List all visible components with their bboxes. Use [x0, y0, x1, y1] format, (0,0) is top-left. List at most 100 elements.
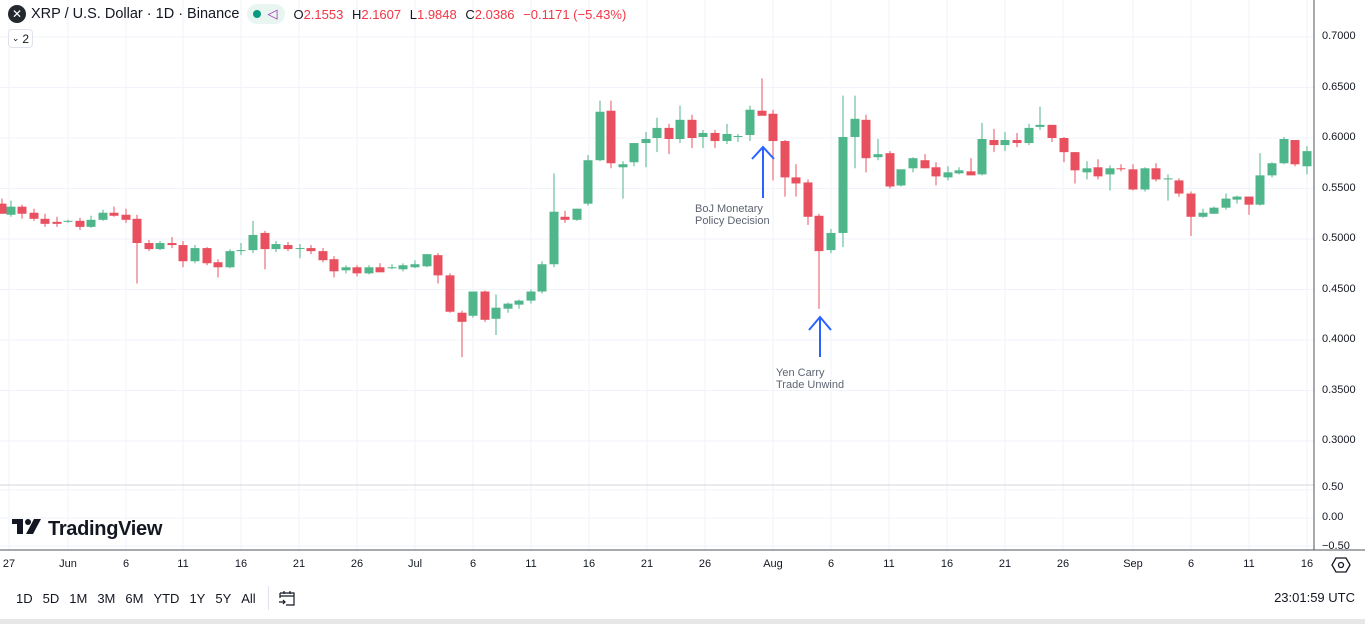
- time-tick-label: 26: [350, 558, 364, 570]
- candle: [1209, 207, 1219, 214]
- candle: [1221, 198, 1231, 208]
- candle: [549, 211, 559, 265]
- candle: [6, 206, 16, 215]
- time-tick-label: Jul: [407, 558, 423, 570]
- candle: [606, 110, 616, 164]
- share-icon[interactable]: ◁: [267, 6, 278, 21]
- candle: [457, 312, 467, 322]
- time-tick-label: 16: [940, 558, 954, 570]
- candle: [943, 172, 953, 178]
- time-tick-label: 6: [827, 558, 835, 570]
- symbol-legend: ✕ XRP / U.S. Dollar · 1D · Binance ◁ O2.…: [8, 4, 626, 24]
- candle: [931, 167, 941, 177]
- candle: [641, 139, 651, 144]
- candle: [178, 245, 188, 262]
- candle: [352, 267, 362, 274]
- candle: [236, 250, 246, 252]
- candle: [1000, 140, 1010, 146]
- candle: [618, 164, 628, 168]
- time-tick-label: 16: [582, 558, 596, 570]
- candle: [86, 219, 96, 227]
- candle: [144, 243, 154, 250]
- utc-clock[interactable]: 23:01:59 UTC: [1274, 590, 1355, 605]
- candle: [664, 127, 674, 140]
- candle: [514, 300, 524, 305]
- chart-canvas[interactable]: [0, 0, 1365, 577]
- candle: [410, 264, 420, 268]
- symbol-title[interactable]: XRP / U.S. Dollar · 1D · Binance: [31, 6, 240, 22]
- candle: [271, 244, 281, 250]
- boj-annotation-label[interactable]: BoJ Monetary Policy Decision: [695, 203, 770, 227]
- candle: [306, 248, 316, 252]
- candle: [1105, 168, 1115, 175]
- candle: [225, 251, 235, 268]
- range-ytd-button[interactable]: YTD: [153, 590, 180, 606]
- candle: [572, 208, 582, 220]
- range-3m-button[interactable]: 3M: [97, 590, 116, 606]
- candle: [791, 177, 801, 184]
- candle: [398, 265, 408, 270]
- range-1m-button[interactable]: 1M: [69, 590, 88, 606]
- candle: [1059, 138, 1069, 153]
- candle: [826, 232, 836, 251]
- range-5d-button[interactable]: 5D: [42, 590, 60, 606]
- candle: [757, 110, 767, 116]
- candle: [1174, 180, 1184, 194]
- candle: [341, 267, 351, 271]
- price-tick-label: 0.3000: [1322, 434, 1356, 446]
- candle: [595, 111, 605, 161]
- candle: [1279, 139, 1289, 164]
- range-all-button[interactable]: All: [241, 590, 256, 606]
- bottom-edge: [0, 619, 1365, 624]
- tradingview-logo[interactable]: TradingView: [12, 518, 162, 541]
- indicators-collapse-button[interactable]: ⌄ 2: [8, 29, 33, 48]
- time-tick-label: 11: [177, 558, 189, 570]
- candle: [885, 153, 895, 187]
- range-1y-button[interactable]: 1Y: [189, 590, 206, 606]
- candle: [295, 248, 305, 250]
- candle: [121, 214, 131, 220]
- candle: [364, 267, 374, 274]
- time-tick-label: Sep: [1123, 558, 1143, 570]
- range-6m-button[interactable]: 6M: [125, 590, 144, 606]
- candle: [768, 113, 778, 142]
- xrp-logo-icon: ✕: [8, 5, 26, 23]
- candle: [861, 119, 871, 159]
- chart-settings-icon[interactable]: [1331, 556, 1351, 574]
- price-tick-label: 0.4000: [1322, 333, 1356, 345]
- time-tick-label: 11: [883, 558, 895, 570]
- range-5y-button[interactable]: 5Y: [215, 590, 232, 606]
- candle: [29, 212, 39, 219]
- candle: [850, 118, 860, 137]
- market-status-badge[interactable]: ◁: [247, 4, 286, 24]
- candle: [109, 212, 119, 216]
- candle: [260, 232, 270, 250]
- candle: [966, 171, 976, 176]
- time-tick-label: 26: [698, 558, 712, 570]
- yen-carry-annotation-label[interactable]: Yen Carry Trade Unwind: [776, 367, 845, 391]
- candle: [75, 220, 85, 227]
- candle: [63, 220, 73, 222]
- indicator-tick-label: 0.50: [1322, 481, 1344, 493]
- candle: [698, 132, 708, 137]
- time-tick-label: 6: [122, 558, 130, 570]
- candle: [52, 221, 62, 224]
- candle: [318, 251, 328, 261]
- range-1d-button[interactable]: 1D: [16, 590, 33, 606]
- candle: [733, 135, 743, 137]
- candle: [1012, 140, 1022, 144]
- candle: [213, 262, 223, 268]
- price-tick-label: 0.5000: [1322, 232, 1356, 244]
- calendar-goto-icon[interactable]: [277, 588, 297, 608]
- candle: [1267, 163, 1277, 176]
- change-value: −0.1171 (−5.43%): [523, 6, 627, 22]
- candle: [675, 119, 685, 140]
- candle: [1198, 212, 1208, 217]
- candle: [814, 215, 824, 252]
- candle: [202, 248, 212, 264]
- candle: [920, 160, 930, 169]
- candle: [167, 243, 177, 246]
- candle: [40, 218, 50, 224]
- candle: [329, 259, 339, 272]
- candle: [387, 267, 397, 269]
